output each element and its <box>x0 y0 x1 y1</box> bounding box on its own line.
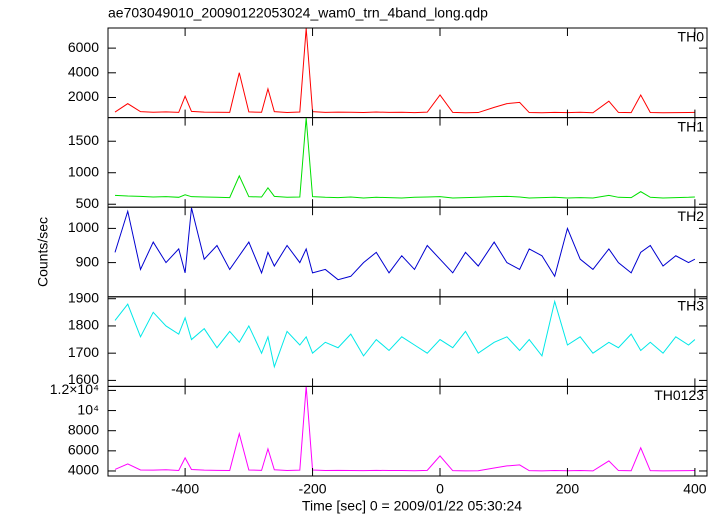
y-tick-label: 6000 <box>68 442 99 458</box>
plot-area <box>114 207 696 281</box>
y-tick-label: 500 <box>76 195 100 211</box>
y-tick-label: 2000 <box>68 88 99 104</box>
chart-title: ae703049010_20090122053024_wam0_trn_4ban… <box>108 5 488 21</box>
y-tick-label: 1000 <box>68 219 99 235</box>
y-tick-label: 1500 <box>68 132 99 148</box>
panel-frame <box>107 206 708 298</box>
y-tick-label: 1700 <box>68 344 99 360</box>
data-line <box>114 299 696 369</box>
y-tick-label: 6000 <box>68 39 99 55</box>
panel-label: TH2 <box>678 208 705 224</box>
panel-frame <box>107 117 708 208</box>
y-tick-label: 4000 <box>68 64 99 80</box>
panel-frame <box>107 385 708 477</box>
y-tick-label: 1900 <box>68 289 99 305</box>
y-tick-label: 1600 <box>68 371 99 387</box>
x-tick-label: 0 <box>436 481 444 497</box>
y-tick-label: 1.2×10⁴ <box>50 381 99 397</box>
data-line <box>114 207 696 281</box>
x-axis-label: Time [sec] 0 = 2009/01/22 05:30:24 <box>302 498 522 514</box>
x-tick-label: -400 <box>171 481 199 497</box>
plot-area <box>114 299 696 369</box>
x-tick-label: 200 <box>556 481 580 497</box>
data-line <box>114 28 695 114</box>
y-tick-label: 4000 <box>68 462 99 478</box>
y-tick-label: 8000 <box>68 421 99 437</box>
data-line <box>114 117 695 199</box>
panel-frame <box>107 27 708 119</box>
y-tick-label: 1000 <box>68 163 99 179</box>
plot-area <box>114 28 695 114</box>
panel-label: TH3 <box>678 298 705 314</box>
x-tick-label: 400 <box>683 481 707 497</box>
plot-area <box>114 386 695 472</box>
panel-label: TH0 <box>678 29 705 45</box>
panel-label: TH1 <box>678 118 705 134</box>
plot-area <box>114 117 695 199</box>
y-tick-label: 900 <box>76 253 100 269</box>
y-axis-label: Counts/sec <box>35 217 51 287</box>
panel-label: TH0123 <box>654 387 704 403</box>
y-tick-label: 10⁴ <box>77 401 99 417</box>
y-tick-label: 1800 <box>68 317 99 333</box>
panel-frame <box>107 296 708 387</box>
data-line <box>114 386 695 472</box>
x-tick-label: -200 <box>299 481 327 497</box>
